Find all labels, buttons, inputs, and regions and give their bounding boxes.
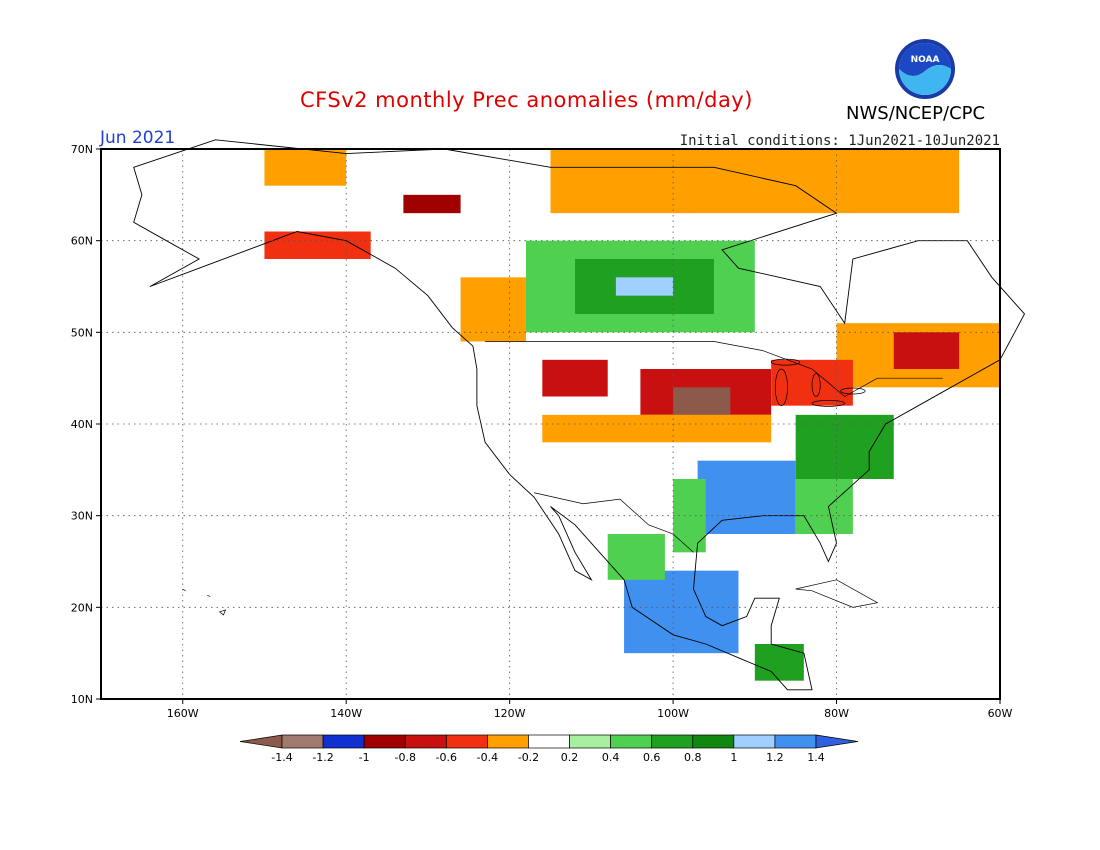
colorbar-right-arrow xyxy=(815,734,859,749)
lon-tick-label: 100W xyxy=(657,707,689,720)
colorbar-label: -0.4 xyxy=(477,751,498,764)
colorbar-label: 0.2 xyxy=(561,751,579,764)
region-midwest-deficit-core xyxy=(673,387,731,415)
colorbar-swatch xyxy=(692,734,735,749)
colorbar-label: 1.4 xyxy=(807,751,825,764)
chart-title: CFSv2 monthly Prec anomalies (mm/day) xyxy=(300,88,753,112)
lat-tick-label: 50N xyxy=(71,326,93,339)
colorbar-swatch xyxy=(487,734,529,749)
colorbar-swatch xyxy=(322,734,365,749)
lat-tick-label: 10N xyxy=(71,693,93,706)
region-south-central-wet xyxy=(697,460,796,534)
colorbar: -1.4 -1.2 -1 -0.8 -0.6 -0.4 -0.2 0.2 0.4 0.6 0.8 1 1… xyxy=(239,734,859,764)
lon-tick-label: 120W xyxy=(494,707,526,720)
colorbar-label: -1.4 xyxy=(271,751,292,764)
lon-tick-label: 160W xyxy=(167,707,199,720)
region-canada-north-deficit xyxy=(550,149,960,214)
region-northeast-wet xyxy=(795,414,894,479)
region-bc-deficit xyxy=(460,277,526,342)
great-lake-1 xyxy=(774,368,788,407)
colorbar-label: -0.6 xyxy=(436,751,457,764)
region-canada-plains-wet xyxy=(525,240,755,333)
region-great-lakes-deficit xyxy=(771,359,853,406)
colorbar-swatch xyxy=(610,734,653,749)
colorbar-swatch xyxy=(445,734,488,749)
lon-tick-label: 60W xyxy=(988,707,1013,720)
region-southeast-green xyxy=(795,479,853,534)
colorbar-swatch xyxy=(281,734,324,749)
colorbar-label: 0.4 xyxy=(602,751,620,764)
great-lake-2 xyxy=(811,373,821,397)
colorbar-swatch xyxy=(774,734,817,749)
colorbar-swatch xyxy=(569,734,611,749)
region-mexico-wet xyxy=(624,570,739,654)
colorbar-label: -1 xyxy=(359,751,370,764)
lat-tick-label: 30N xyxy=(71,510,93,523)
noaa-logo-text: NOAA xyxy=(911,55,940,65)
colorbar-label: 1.2 xyxy=(766,751,784,764)
colorbar-label: -1.2 xyxy=(312,751,333,764)
cuba-outline xyxy=(795,579,879,608)
region-quebec-deficit xyxy=(836,323,1000,388)
colorbar-swatch xyxy=(528,734,570,749)
hawaii-outline xyxy=(182,588,227,616)
colorbar-label: 1 xyxy=(730,751,737,764)
month-label: Jun 2021 xyxy=(100,128,176,148)
initial-conditions-label: Initial conditions: 1Jun2021-10Jun2021 xyxy=(679,133,1000,149)
us-canada-border xyxy=(485,341,943,397)
region-midwest-deficit xyxy=(640,369,772,415)
region-canada-plains-lightblue xyxy=(615,277,674,296)
anomaly-regions xyxy=(264,149,1000,681)
us-mexico-border xyxy=(534,492,694,553)
region-texas-green xyxy=(673,479,706,553)
lat-tick-label: 60N xyxy=(71,235,93,248)
lon-tick-label: 80W xyxy=(824,707,849,720)
region-yukon-deficit xyxy=(403,194,461,214)
lat-tick-label: 20N xyxy=(71,601,93,614)
great-lake-0 xyxy=(770,358,801,366)
lat-tick-label: 70N xyxy=(71,143,93,156)
agency-label: NWS/NCEP/CPC xyxy=(846,103,986,124)
colorbar-label: 0.8 xyxy=(684,751,702,764)
noaa-logo: NOAA xyxy=(895,39,955,99)
colorbar-swatch xyxy=(363,734,406,749)
latitude-axis: 70N 60N 50N 40N 30N 20N 10N xyxy=(71,143,101,706)
great-lake-4 xyxy=(840,387,866,395)
coastline-outline xyxy=(133,139,1026,691)
region-quebec-deficit-core xyxy=(893,332,960,369)
map-gridlines xyxy=(101,149,1000,699)
lon-tick-label: 140W xyxy=(330,707,362,720)
region-canada-plains-wet-core xyxy=(575,259,714,314)
map-frame xyxy=(100,148,1001,700)
region-plains-orange xyxy=(542,414,772,443)
region-alaska-coast-deficit xyxy=(264,231,371,259)
great-lake-3 xyxy=(811,400,846,407)
colorbar-swatch xyxy=(404,734,447,749)
region-mexico-green xyxy=(607,534,665,580)
region-alaska-north xyxy=(264,149,347,186)
colorbar-label: -0.8 xyxy=(394,751,415,764)
colorbar-label: -0.2 xyxy=(518,751,539,764)
colorbar-label: 0.6 xyxy=(643,751,661,764)
region-caribbean-mixed xyxy=(754,644,804,681)
colorbar-swatch xyxy=(733,734,776,749)
colorbar-left-arrow xyxy=(239,734,283,749)
coastlines xyxy=(133,139,1026,691)
colorbar-swatch xyxy=(651,734,694,749)
longitude-axis: 160W 140W 120W 100W 80W 60W xyxy=(167,699,1013,720)
region-rockies-deficit xyxy=(542,359,608,397)
lat-tick-label: 40N xyxy=(71,418,93,431)
